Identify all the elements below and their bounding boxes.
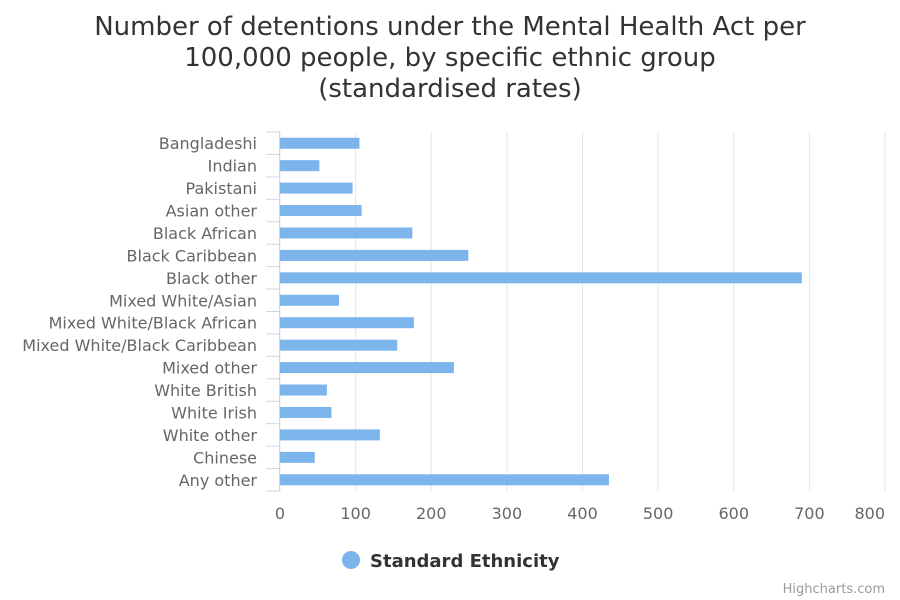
bar[interactable] <box>280 294 339 306</box>
x-tick-label: 400 <box>567 504 598 523</box>
category-label: Mixed White/Black Caribbean <box>22 336 257 355</box>
category-label: Asian other <box>166 202 258 221</box>
bar[interactable] <box>280 406 332 418</box>
credits[interactable]: Highcharts.com <box>783 582 885 597</box>
gridlines <box>279 132 886 491</box>
category-label: White Irish <box>171 403 257 422</box>
chart-title: Number of detentions under the Mental He… <box>94 12 806 104</box>
bar[interactable] <box>280 249 469 261</box>
bar[interactable] <box>280 205 362 217</box>
x-tick-label: 500 <box>643 504 674 523</box>
bar[interactable] <box>280 362 454 374</box>
bar[interactable] <box>280 137 360 149</box>
chart-title-line: Number of detentions under the Mental He… <box>94 12 806 42</box>
category-label: Indian <box>208 157 257 176</box>
category-label: Chinese <box>193 448 257 467</box>
category-label: Black Caribbean <box>127 246 257 265</box>
bar[interactable] <box>280 182 353 194</box>
category-label: White British <box>154 381 257 400</box>
bar[interactable] <box>280 227 413 239</box>
x-tick-label: 800 <box>854 504 885 523</box>
category-labels: Bangladeshi Indian Pakistani Asian other Bla… <box>22 134 257 490</box>
bar-series[interactable] <box>280 137 802 486</box>
bar[interactable] <box>280 451 315 463</box>
category-label: Black African <box>153 224 257 243</box>
x-tick-label: 700 <box>794 504 825 523</box>
legend[interactable]: Standard Ethnicity <box>342 551 560 572</box>
x-tick-label: 100 <box>340 504 371 523</box>
category-label: Pakistani <box>186 179 257 198</box>
x-tick-label: 300 <box>492 504 523 523</box>
bar[interactable] <box>280 429 380 441</box>
bar[interactable] <box>280 474 609 486</box>
bar[interactable] <box>280 160 320 172</box>
category-label: Any other <box>179 471 258 490</box>
legend-marker[interactable] <box>342 551 360 569</box>
category-label: Black other <box>166 269 257 288</box>
bar[interactable] <box>280 272 802 284</box>
category-label: Mixed other <box>162 359 257 378</box>
chart-title-line: 100,000 people, by specific ethnic group <box>184 43 716 73</box>
category-label: Mixed White/Asian <box>109 291 257 310</box>
x-tick-label: 600 <box>718 504 749 523</box>
category-label: White other <box>163 426 258 445</box>
legend-item-label[interactable]: Standard Ethnicity <box>370 551 560 572</box>
x-tick-label: 200 <box>416 504 447 523</box>
x-tick-label: 0 <box>275 504 285 523</box>
category-label: Bangladeshi <box>159 134 257 153</box>
bar[interactable] <box>280 339 398 351</box>
bar[interactable] <box>280 384 327 396</box>
x-axis-ticks: 0 100 200 300 400 500 600 700 800 <box>275 504 885 523</box>
category-label: Mixed White/Black African <box>49 314 257 333</box>
chart-title-line: (standardised rates) <box>318 74 582 104</box>
category-axis <box>266 131 280 492</box>
bar[interactable] <box>280 317 414 329</box>
